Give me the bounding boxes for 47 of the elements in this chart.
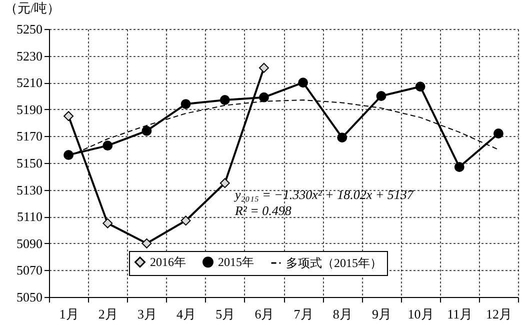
- y-axis-title: （元/吨）: [4, 0, 60, 16]
- x-tick-label: 3月: [137, 306, 157, 322]
- point: [258, 92, 269, 102]
- x-tick-label: 11月: [447, 306, 473, 322]
- point: [376, 91, 386, 101]
- annotation: y₂₀₁₅ = −1.330x² + 18.02x + 5137: [233, 187, 414, 202]
- point: [180, 216, 191, 226]
- y-tick-label: 5070: [16, 262, 42, 278]
- point: [337, 132, 348, 143]
- y-tick-label: 5230: [16, 48, 42, 64]
- x-tick-label: 6月: [254, 306, 274, 322]
- y-tick-label: 5150: [16, 156, 42, 170]
- y-tick-label: 5130: [16, 182, 42, 198]
- annotation: R² = 0.498: [234, 203, 292, 218]
- x-tick-label: 10月: [408, 306, 434, 322]
- point: [102, 140, 113, 151]
- point: [220, 178, 230, 188]
- point: [298, 78, 308, 88]
- legend-label: 多项式（2015年）: [286, 256, 382, 270]
- y-tick-label: 5110: [16, 209, 42, 224]
- y-tick-label: 5090: [16, 236, 42, 251]
- y-tick-label: 5210: [16, 75, 42, 90]
- y-tick-label: 5190: [16, 102, 42, 117]
- legend-label: 2016年: [150, 255, 186, 270]
- x-tick-label: 7月: [294, 306, 314, 322]
- point: [64, 150, 74, 160]
- point: [258, 62, 269, 73]
- x-tick-label: 1月: [59, 306, 79, 322]
- point: [493, 128, 504, 138]
- y-tick-label: 5250: [16, 22, 42, 36]
- y-tick-label: 5050: [16, 290, 42, 304]
- point: [64, 111, 74, 122]
- x-tick-label: 12月: [486, 306, 512, 322]
- point: [454, 162, 464, 172]
- point: [142, 126, 152, 136]
- x-tick-label: 4月: [176, 306, 196, 322]
- x-tick-label: 9月: [372, 306, 392, 322]
- x-tick-label: 2月: [98, 306, 118, 322]
- point: [142, 238, 152, 248]
- point: [415, 82, 426, 92]
- point: [102, 218, 113, 228]
- point: [180, 99, 191, 110]
- legend-label: 2015年: [218, 255, 254, 270]
- x-tick-label: 8月: [332, 306, 352, 322]
- x-tick-label: 5月: [216, 306, 236, 322]
- y-tick-label: 5170: [16, 128, 42, 144]
- point: [220, 95, 230, 105]
